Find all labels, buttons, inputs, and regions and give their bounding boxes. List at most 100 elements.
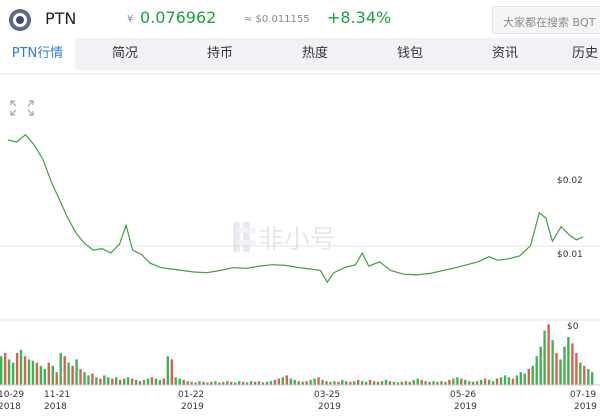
volume-bar	[551, 340, 554, 385]
volume-bar	[285, 375, 288, 385]
volume-bar	[249, 381, 253, 385]
volume-bar	[404, 381, 407, 385]
volume-bar	[420, 379, 423, 385]
x-tick-1: 10-29 2018	[0, 390, 24, 412]
volume-bar	[265, 381, 269, 385]
tab-popularity[interactable]: 热度	[301, 46, 328, 61]
volume-bar	[170, 359, 173, 385]
volume-label-zero: $0	[567, 322, 579, 332]
ptn-logo-icon	[9, 9, 31, 31]
volume-bar	[436, 381, 439, 385]
volume-bar	[448, 379, 451, 385]
volume-bar	[134, 379, 138, 385]
volume-bar	[91, 373, 94, 385]
volume-bar	[162, 378, 165, 385]
volume-bar	[364, 381, 368, 385]
tab-market[interactable]: PTN行情	[0, 38, 75, 70]
volume-bar	[47, 362, 50, 385]
volume-bar	[150, 377, 154, 385]
volume-bar	[83, 372, 86, 385]
volume-bar	[39, 365, 43, 385]
tab-overview[interactable]: 简况	[111, 46, 138, 61]
volume-bar	[428, 381, 431, 385]
price-line	[7, 133, 584, 284]
tab-history[interactable]: 历史	[571, 46, 598, 61]
volume-bar	[587, 369, 590, 385]
volume-bar	[202, 381, 205, 385]
price-label-002: $0.02	[557, 176, 583, 186]
volume-bar	[535, 356, 538, 385]
volume-bar	[158, 379, 162, 385]
volume-bar	[412, 379, 415, 385]
volume-bar	[527, 369, 530, 385]
x-tick-date: 07-19	[570, 390, 596, 400]
volume-bar	[571, 343, 574, 385]
volume-bar	[456, 377, 459, 385]
volume-bar	[361, 381, 364, 385]
tab-holders[interactable]: 持币	[206, 46, 233, 61]
volume-bar	[531, 365, 534, 385]
volume-bar	[142, 379, 146, 385]
volume-bar	[555, 353, 558, 385]
tab-wallet[interactable]: 钱包	[396, 46, 423, 61]
volume-bar	[154, 378, 158, 385]
volume-bar	[166, 356, 169, 385]
volume-bar	[432, 381, 435, 385]
volume-bar	[230, 381, 233, 385]
volume-bar	[388, 381, 392, 385]
volume-bar	[416, 378, 419, 385]
cny-price: 0.076962	[140, 8, 217, 27]
tab-news[interactable]: 资讯	[491, 46, 518, 61]
volume-bar	[289, 378, 292, 385]
volume-bar	[257, 381, 261, 385]
volume-bar	[539, 346, 542, 385]
usd-price: ≈ $0.011155	[244, 14, 310, 25]
volume-bar	[317, 377, 320, 385]
volume-bar	[67, 362, 70, 385]
volume-bar	[503, 375, 507, 385]
volume-bar	[472, 381, 475, 385]
volume-bar	[95, 377, 98, 385]
volume-bar	[261, 382, 265, 385]
volume-bar	[353, 381, 356, 385]
volume-bar	[293, 379, 296, 385]
volume-bar	[119, 379, 122, 385]
volume-bar	[515, 375, 519, 385]
volume-bar	[238, 381, 241, 385]
volume-bar	[71, 365, 74, 385]
volume-bar	[519, 372, 522, 385]
volume-bar	[559, 359, 562, 385]
volume-bar	[372, 381, 376, 385]
search-input[interactable]: 大家都在搜索 BQT	[492, 6, 600, 34]
volume-bar	[281, 377, 284, 385]
volume-bar	[222, 381, 225, 385]
volume-bar	[543, 330, 546, 385]
volume-bar	[15, 353, 19, 385]
tab-bar: PTN行情 简况 持币 热度 钱包 资讯 历史	[0, 38, 600, 70]
coin-name: PTN	[45, 9, 77, 28]
volume-bar	[234, 382, 237, 385]
volume-bar	[309, 379, 312, 385]
volume-bar	[495, 378, 499, 385]
volume-bar	[11, 362, 15, 385]
x-tick-3: 01-22 2019	[178, 390, 204, 412]
volume-bar	[483, 378, 487, 385]
volume-bar	[35, 362, 39, 385]
volume-bar	[464, 379, 467, 385]
volume-bar	[115, 377, 118, 385]
volume-bar	[87, 375, 90, 385]
x-tick-date: 01-22	[178, 390, 204, 400]
expand-icon[interactable]	[10, 100, 34, 116]
volume-bar	[186, 381, 189, 385]
volume-bar	[99, 378, 102, 385]
volume-bar	[392, 381, 396, 385]
watermark-text: 非小号	[258, 225, 336, 255]
volume-bar	[368, 379, 372, 385]
volume-bar	[130, 378, 134, 385]
volume-bar	[547, 324, 550, 385]
volume-bar	[380, 381, 384, 385]
volume-bar	[460, 378, 463, 385]
x-tick-date: 11-21	[44, 390, 70, 400]
volume-bar	[424, 381, 427, 385]
volume-bar	[523, 373, 526, 385]
